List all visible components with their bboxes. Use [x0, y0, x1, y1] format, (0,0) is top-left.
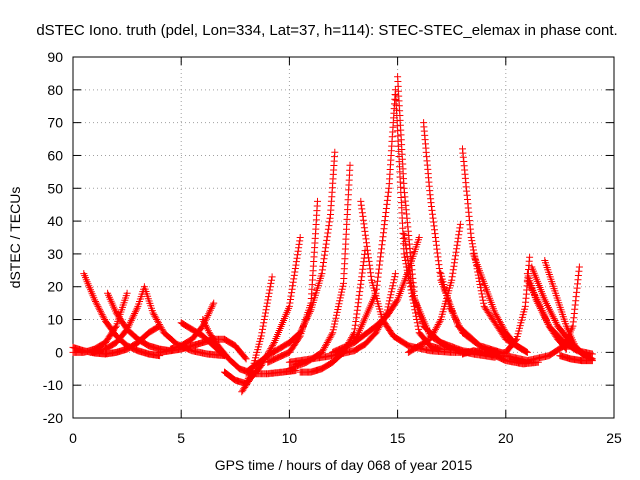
y-tick-label: 50	[47, 180, 63, 196]
y-tick-label: 30	[47, 246, 63, 262]
x-tick-label: 5	[177, 430, 185, 446]
x-tick-label: 20	[498, 430, 514, 446]
plus-markers	[69, 73, 596, 396]
x-tick-labels: 0 5 10 15 20 25	[69, 430, 622, 446]
y-tick-label: 60	[47, 147, 63, 163]
y-tick-label: 90	[47, 49, 63, 65]
y-tick-label: -10	[43, 377, 63, 393]
y-tick-label: 10	[47, 312, 63, 328]
x-tick-label: 10	[282, 430, 298, 446]
axis-ticks	[72, 56, 615, 419]
y-tick-labels: -20 -10 0 10 20 30 40 50 60 70 80 90	[43, 49, 63, 426]
y-tick-label: 70	[47, 115, 63, 131]
x-axis-label: GPS time / hours of day 068 of year 2015	[215, 457, 473, 473]
y-axis-label: dSTEC / TECUs	[7, 187, 23, 289]
chart-title: dSTEC Iono. truth (pdel, Lon=334, Lat=37…	[36, 22, 617, 39]
data-points	[69, 73, 596, 396]
y-tick-label: 20	[47, 279, 63, 295]
plot-frame	[72, 56, 615, 419]
y-tick-label: -20	[43, 410, 63, 426]
x-tick-label: 0	[69, 430, 77, 446]
y-tick-label: 40	[47, 213, 63, 229]
y-tick-label: 0	[55, 344, 63, 360]
x-tick-label: 15	[390, 430, 406, 446]
x-tick-label: 25	[606, 430, 622, 446]
y-tick-label: 80	[47, 82, 63, 98]
